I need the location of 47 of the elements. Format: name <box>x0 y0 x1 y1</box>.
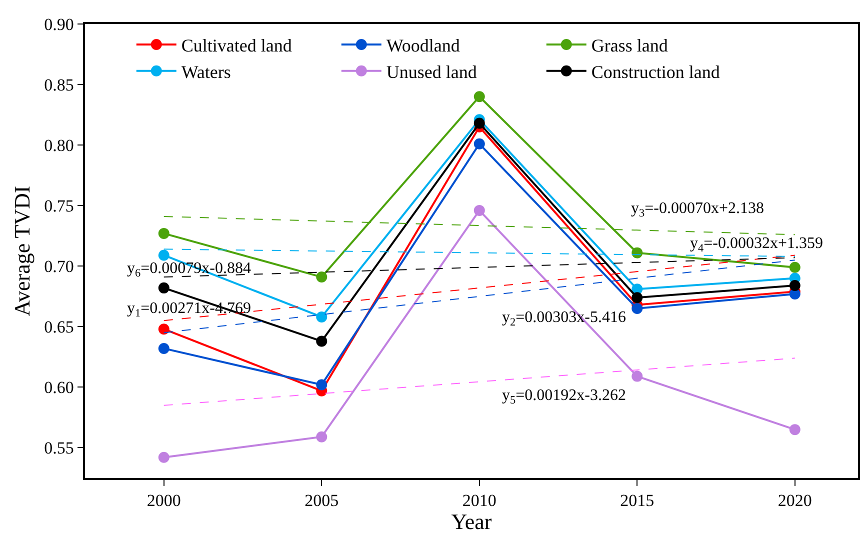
point <box>474 204 485 216</box>
point <box>158 342 170 354</box>
y-tick-label: 0.75 <box>44 196 74 216</box>
y-tick-label: 0.55 <box>44 438 74 458</box>
x-tick-label: 2005 <box>304 491 339 510</box>
legend-label: Woodland <box>386 35 460 56</box>
x-tick-label: 2010 <box>462 491 496 510</box>
y-tick-label: 0.90 <box>44 14 74 34</box>
point <box>316 379 328 390</box>
point <box>474 118 485 129</box>
legend-label: Grass land <box>591 35 668 56</box>
point <box>158 250 170 261</box>
annotation: y$_{5}$=0.00192x-3.262 <box>502 387 626 406</box>
x-tick-label: 2000 <box>146 491 181 510</box>
legend-label: Waters <box>181 62 231 82</box>
x-axis-title: Year <box>451 509 492 534</box>
point <box>474 138 485 150</box>
y-axis-title: Average TVDI <box>9 186 34 316</box>
y-tick-label: 0.85 <box>44 75 74 94</box>
point <box>158 324 170 335</box>
point <box>789 280 800 291</box>
point <box>158 282 170 294</box>
point <box>632 292 643 304</box>
x-tick-label: 2015 <box>620 491 654 510</box>
point <box>316 336 328 347</box>
legend-label: Construction land <box>591 62 720 82</box>
y-tick-label: 0.80 <box>44 136 74 156</box>
point <box>316 311 328 322</box>
annotation: y$_{2}$=0.00303x-5.416 <box>502 309 626 328</box>
annotation: y$_{3}$=-0.00070x+2.138 <box>631 200 764 220</box>
point <box>789 262 800 273</box>
point <box>158 452 170 463</box>
y-tick-label: 0.70 <box>44 257 74 276</box>
point <box>316 431 328 442</box>
annotation: y$_{4}$=-0.00032x+1.359 <box>690 235 823 254</box>
y-tick-label: 0.60 <box>44 378 74 398</box>
point <box>789 424 800 436</box>
point <box>632 303 643 314</box>
x-tick-label: 2020 <box>778 491 812 510</box>
legend-label: Unused land <box>386 62 477 82</box>
y-tick-label: 0.65 <box>44 318 74 337</box>
point <box>316 272 328 283</box>
point <box>158 228 170 239</box>
point <box>474 91 485 102</box>
point <box>632 370 643 382</box>
legend-label: Cultivated land <box>181 35 292 56</box>
point <box>632 247 643 258</box>
